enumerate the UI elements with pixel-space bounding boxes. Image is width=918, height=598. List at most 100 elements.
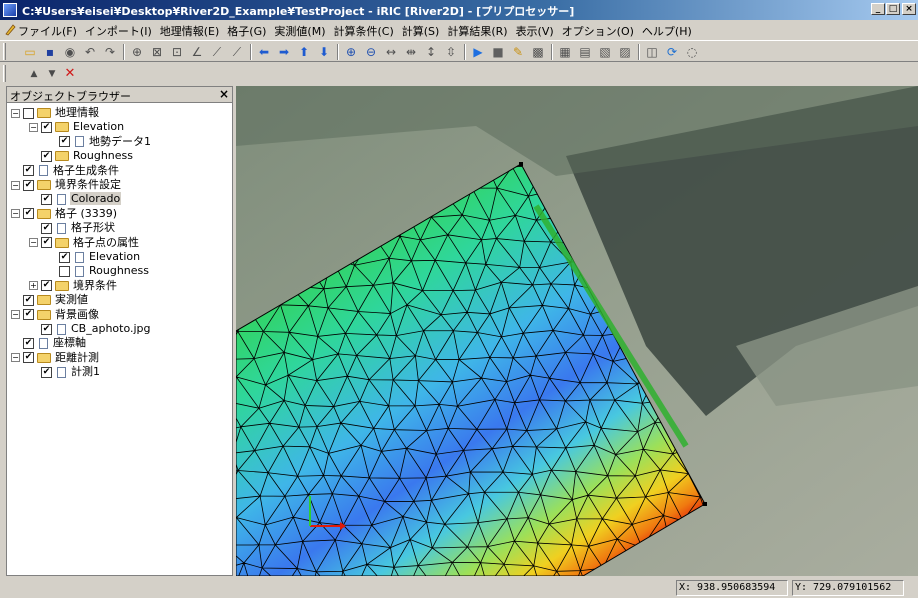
menu-item[interactable]: 格子(G) (227, 25, 267, 38)
menu-item[interactable]: 地理情報(E) (159, 25, 220, 38)
tree-item[interactable]: − 地理情報 (11, 106, 100, 120)
collapse-icon[interactable]: − (29, 122, 38, 132)
view-3d-icon[interactable]: ▧ (599, 45, 611, 59)
menu-item[interactable]: インポート(I) (84, 25, 152, 38)
tree-item[interactable]: − ✔ Elevation (29, 120, 125, 134)
chart-icon[interactable]: ▨ (619, 45, 631, 59)
visibility-checkbox[interactable]: ✔ (41, 121, 52, 133)
expand-h-icon[interactable]: ↔ (385, 45, 397, 59)
expand-icon[interactable]: + (29, 281, 38, 291)
mouse-icon[interactable]: ◌ (686, 45, 698, 59)
menu-item[interactable]: オプション(O) (561, 25, 634, 38)
collapse-icon[interactable]: − (11, 180, 20, 190)
collapse-icon[interactable]: − (11, 108, 20, 118)
tree-item[interactable]: ✔ Elevation (47, 250, 141, 264)
visibility-checkbox[interactable] (59, 265, 70, 277)
tree-item[interactable]: ✔ 実測値 (11, 293, 89, 307)
view-2d-alt-icon[interactable]: ▤ (579, 45, 591, 59)
visibility-checkbox[interactable]: ✔ (23, 179, 34, 191)
collapse-icon[interactable]: − (11, 353, 20, 363)
grid-x-icon[interactable]: ⊠ (151, 45, 163, 59)
maximize-button[interactable]: □ (886, 3, 900, 15)
tree-item[interactable]: − ✔ 境界条件設定 (11, 178, 122, 192)
object-browser-close-button[interactable]: × (218, 87, 229, 101)
save-icon[interactable]: ▪ (45, 45, 55, 59)
open-folder-icon[interactable]: ▭ (24, 45, 36, 59)
move-down-button[interactable]: ▼ (48, 69, 56, 79)
tree-item[interactable]: ✔ 地勢データ1 (47, 135, 152, 149)
menu-item[interactable]: 計算結果(R) (447, 25, 508, 38)
axis-icon[interactable]: ∠ (191, 45, 203, 59)
arrow-down-icon[interactable]: ⬇ (318, 45, 330, 59)
menu-item[interactable]: 表示(V) (515, 25, 554, 38)
visibility-checkbox[interactable]: ✔ (41, 150, 52, 162)
camera-icon[interactable]: ◉ (64, 45, 76, 59)
visibility-checkbox[interactable]: ✔ (41, 222, 52, 234)
arrow-up-icon[interactable]: ⬆ (298, 45, 310, 59)
visibility-checkbox[interactable]: ✔ (59, 136, 70, 148)
minimize-button[interactable]: _ (871, 3, 885, 15)
axis2-icon[interactable]: ⟋ (212, 45, 222, 59)
zoom-out-icon[interactable]: ⊖ (365, 45, 377, 59)
redo-icon[interactable]: ↷ (104, 45, 116, 59)
move-up-button[interactable]: ▲ (30, 69, 38, 79)
tree-item[interactable]: − ✔ 格子点の属性 (29, 236, 140, 250)
tree-item[interactable]: Roughness (47, 264, 150, 278)
tree-item[interactable]: ✔ Roughness (29, 149, 134, 163)
collapse-icon[interactable]: − (11, 209, 20, 219)
zoom-in-icon[interactable]: ⊕ (345, 45, 357, 59)
tree-item[interactable]: + ✔ 境界条件 (29, 279, 118, 293)
tree-item[interactable]: − ✔ 格子 (3339) (11, 207, 118, 221)
tree-item[interactable]: ✔ 格子形状 (29, 221, 116, 235)
toolbar-grip[interactable] (3, 65, 6, 82)
shrink-h-icon[interactable]: ⇹ (405, 45, 417, 59)
tree-item[interactable]: − ✔ 距離計測 (11, 351, 100, 365)
tree-item[interactable]: ✔ 計測1 (29, 365, 101, 379)
visibility-checkbox[interactable] (23, 107, 34, 119)
visibility-checkbox[interactable]: ✔ (23, 208, 34, 220)
tree-item[interactable]: ✔ 格子生成条件 (11, 164, 120, 178)
collapse-icon[interactable]: − (29, 238, 38, 248)
menu-item[interactable]: ヘルプ(H) (641, 25, 692, 38)
mesh-view[interactable] (236, 86, 918, 576)
visibility-checkbox[interactable]: ✔ (23, 352, 34, 364)
delete-button[interactable]: ✕ (64, 66, 76, 81)
zoom-box-icon[interactable]: ◫ (646, 45, 658, 59)
tree-item[interactable]: ✔ CB_aphoto.jpg (29, 322, 152, 336)
visibility-checkbox[interactable]: ✔ (41, 237, 52, 249)
expand-v-icon[interactable]: ↕ (425, 45, 437, 59)
visibility-checkbox[interactable]: ✔ (41, 193, 52, 205)
menu-item[interactable]: 実測値(M) (274, 25, 326, 38)
menu-item[interactable]: 計算(S) (401, 25, 440, 38)
visibility-checkbox[interactable]: ✔ (23, 309, 34, 321)
visibility-checkbox[interactable]: ✔ (23, 337, 34, 349)
tree-item[interactable]: − ✔ 背景画像 (11, 308, 100, 322)
visibility-checkbox[interactable]: ✔ (23, 165, 34, 177)
axis3-icon[interactable]: ⟋ (232, 45, 242, 59)
shrink-v-icon[interactable]: ⇳ (445, 45, 457, 59)
visibility-checkbox[interactable]: ✔ (41, 366, 52, 378)
view-2d-icon[interactable]: ▦ (559, 45, 571, 59)
stop-icon[interactable]: ■ (492, 45, 504, 59)
tree-item[interactable]: ✔ Colorado (29, 192, 122, 206)
menu-item[interactable]: ファイル(F) (18, 25, 77, 38)
undo-icon[interactable]: ↶ (84, 45, 96, 59)
boundary-condition-line[interactable] (533, 204, 689, 448)
close-button[interactable]: × (902, 3, 916, 15)
menu-item[interactable]: 計算条件(C) (333, 25, 394, 38)
visibility-checkbox[interactable]: ✔ (41, 280, 52, 292)
arrow-right-icon[interactable]: ➡ (278, 45, 290, 59)
map-canvas[interactable] (236, 86, 918, 576)
visibility-checkbox[interactable]: ✔ (41, 323, 52, 335)
collapse-icon[interactable]: − (11, 310, 20, 320)
pencil-icon[interactable]: ✎ (512, 45, 524, 59)
zoom-fit-icon[interactable]: ⊕ (131, 45, 143, 59)
visibility-checkbox[interactable]: ✔ (59, 251, 70, 263)
tree-item[interactable]: ✔ 座標軸 (11, 336, 87, 350)
grid-y-icon[interactable]: ⊡ (171, 45, 183, 59)
refresh-icon[interactable]: ⟳ (666, 45, 678, 59)
arrow-left-icon[interactable]: ⬅ (258, 45, 270, 59)
color-icon[interactable]: ▩ (532, 45, 544, 59)
run-icon[interactable]: ▶ (473, 45, 483, 59)
visibility-checkbox[interactable]: ✔ (23, 294, 34, 306)
